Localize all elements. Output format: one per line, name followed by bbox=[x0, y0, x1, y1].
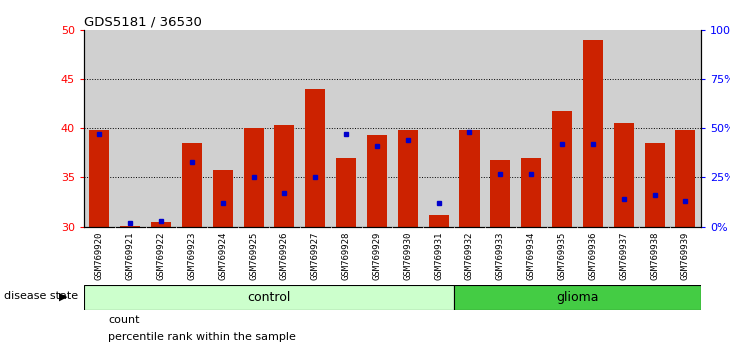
Text: GSM769935: GSM769935 bbox=[558, 231, 566, 280]
Bar bbox=[151, 222, 171, 227]
Text: glioma: glioma bbox=[556, 291, 599, 304]
Text: GSM769934: GSM769934 bbox=[526, 231, 536, 280]
Text: GSM769938: GSM769938 bbox=[650, 231, 659, 280]
Bar bbox=[614, 124, 634, 227]
Bar bbox=[331, 30, 361, 227]
Bar bbox=[429, 215, 449, 227]
Bar bbox=[207, 30, 238, 227]
Bar bbox=[608, 30, 639, 227]
Text: count: count bbox=[108, 315, 139, 325]
Bar bbox=[645, 143, 664, 227]
Bar bbox=[361, 30, 392, 227]
Bar bbox=[177, 30, 207, 227]
Text: GSM769921: GSM769921 bbox=[126, 231, 135, 280]
Text: GSM769937: GSM769937 bbox=[619, 231, 629, 280]
Bar bbox=[552, 111, 572, 227]
Text: ▶: ▶ bbox=[59, 291, 68, 301]
Text: GSM769936: GSM769936 bbox=[588, 231, 597, 280]
Text: GSM769930: GSM769930 bbox=[403, 231, 412, 280]
Text: GDS5181 / 36530: GDS5181 / 36530 bbox=[84, 16, 201, 29]
Text: GSM769923: GSM769923 bbox=[188, 231, 196, 280]
Bar bbox=[459, 130, 480, 227]
Bar bbox=[182, 143, 202, 227]
Bar bbox=[485, 30, 515, 227]
Bar bbox=[583, 40, 603, 227]
Bar bbox=[336, 158, 356, 227]
Bar bbox=[454, 30, 485, 227]
Bar bbox=[120, 225, 140, 227]
Bar bbox=[547, 30, 577, 227]
Text: GSM769920: GSM769920 bbox=[95, 231, 104, 280]
Text: percentile rank within the sample: percentile rank within the sample bbox=[108, 332, 296, 342]
Bar bbox=[521, 158, 541, 227]
Bar bbox=[577, 30, 608, 227]
Text: GSM769925: GSM769925 bbox=[249, 231, 258, 280]
Bar bbox=[367, 135, 387, 227]
Text: GSM769922: GSM769922 bbox=[156, 231, 166, 280]
Bar bbox=[274, 125, 294, 227]
Bar bbox=[269, 30, 300, 227]
Bar bbox=[392, 30, 423, 227]
Text: control: control bbox=[247, 291, 291, 304]
Bar bbox=[515, 30, 547, 227]
Bar bbox=[84, 285, 454, 310]
Text: GSM769928: GSM769928 bbox=[342, 231, 350, 280]
Bar bbox=[675, 130, 696, 227]
Bar bbox=[423, 30, 454, 227]
Bar bbox=[212, 170, 233, 227]
Text: GSM769939: GSM769939 bbox=[681, 231, 690, 280]
Bar bbox=[305, 89, 326, 227]
Text: GSM769929: GSM769929 bbox=[372, 231, 382, 280]
Bar bbox=[398, 130, 418, 227]
Text: GSM769924: GSM769924 bbox=[218, 231, 227, 280]
Bar bbox=[145, 30, 177, 227]
Bar bbox=[115, 30, 145, 227]
Bar bbox=[639, 30, 670, 227]
Bar bbox=[89, 130, 110, 227]
Text: GSM769927: GSM769927 bbox=[311, 231, 320, 280]
Text: GSM769932: GSM769932 bbox=[465, 231, 474, 280]
Bar bbox=[244, 128, 264, 227]
Bar bbox=[454, 285, 701, 310]
Bar bbox=[670, 30, 701, 227]
Bar bbox=[300, 30, 331, 227]
Bar bbox=[238, 30, 269, 227]
Bar bbox=[84, 30, 115, 227]
Text: GSM769931: GSM769931 bbox=[434, 231, 443, 280]
Text: GSM769926: GSM769926 bbox=[280, 231, 289, 280]
Bar bbox=[491, 160, 510, 227]
Text: GSM769933: GSM769933 bbox=[496, 231, 505, 280]
Text: disease state: disease state bbox=[4, 291, 78, 301]
